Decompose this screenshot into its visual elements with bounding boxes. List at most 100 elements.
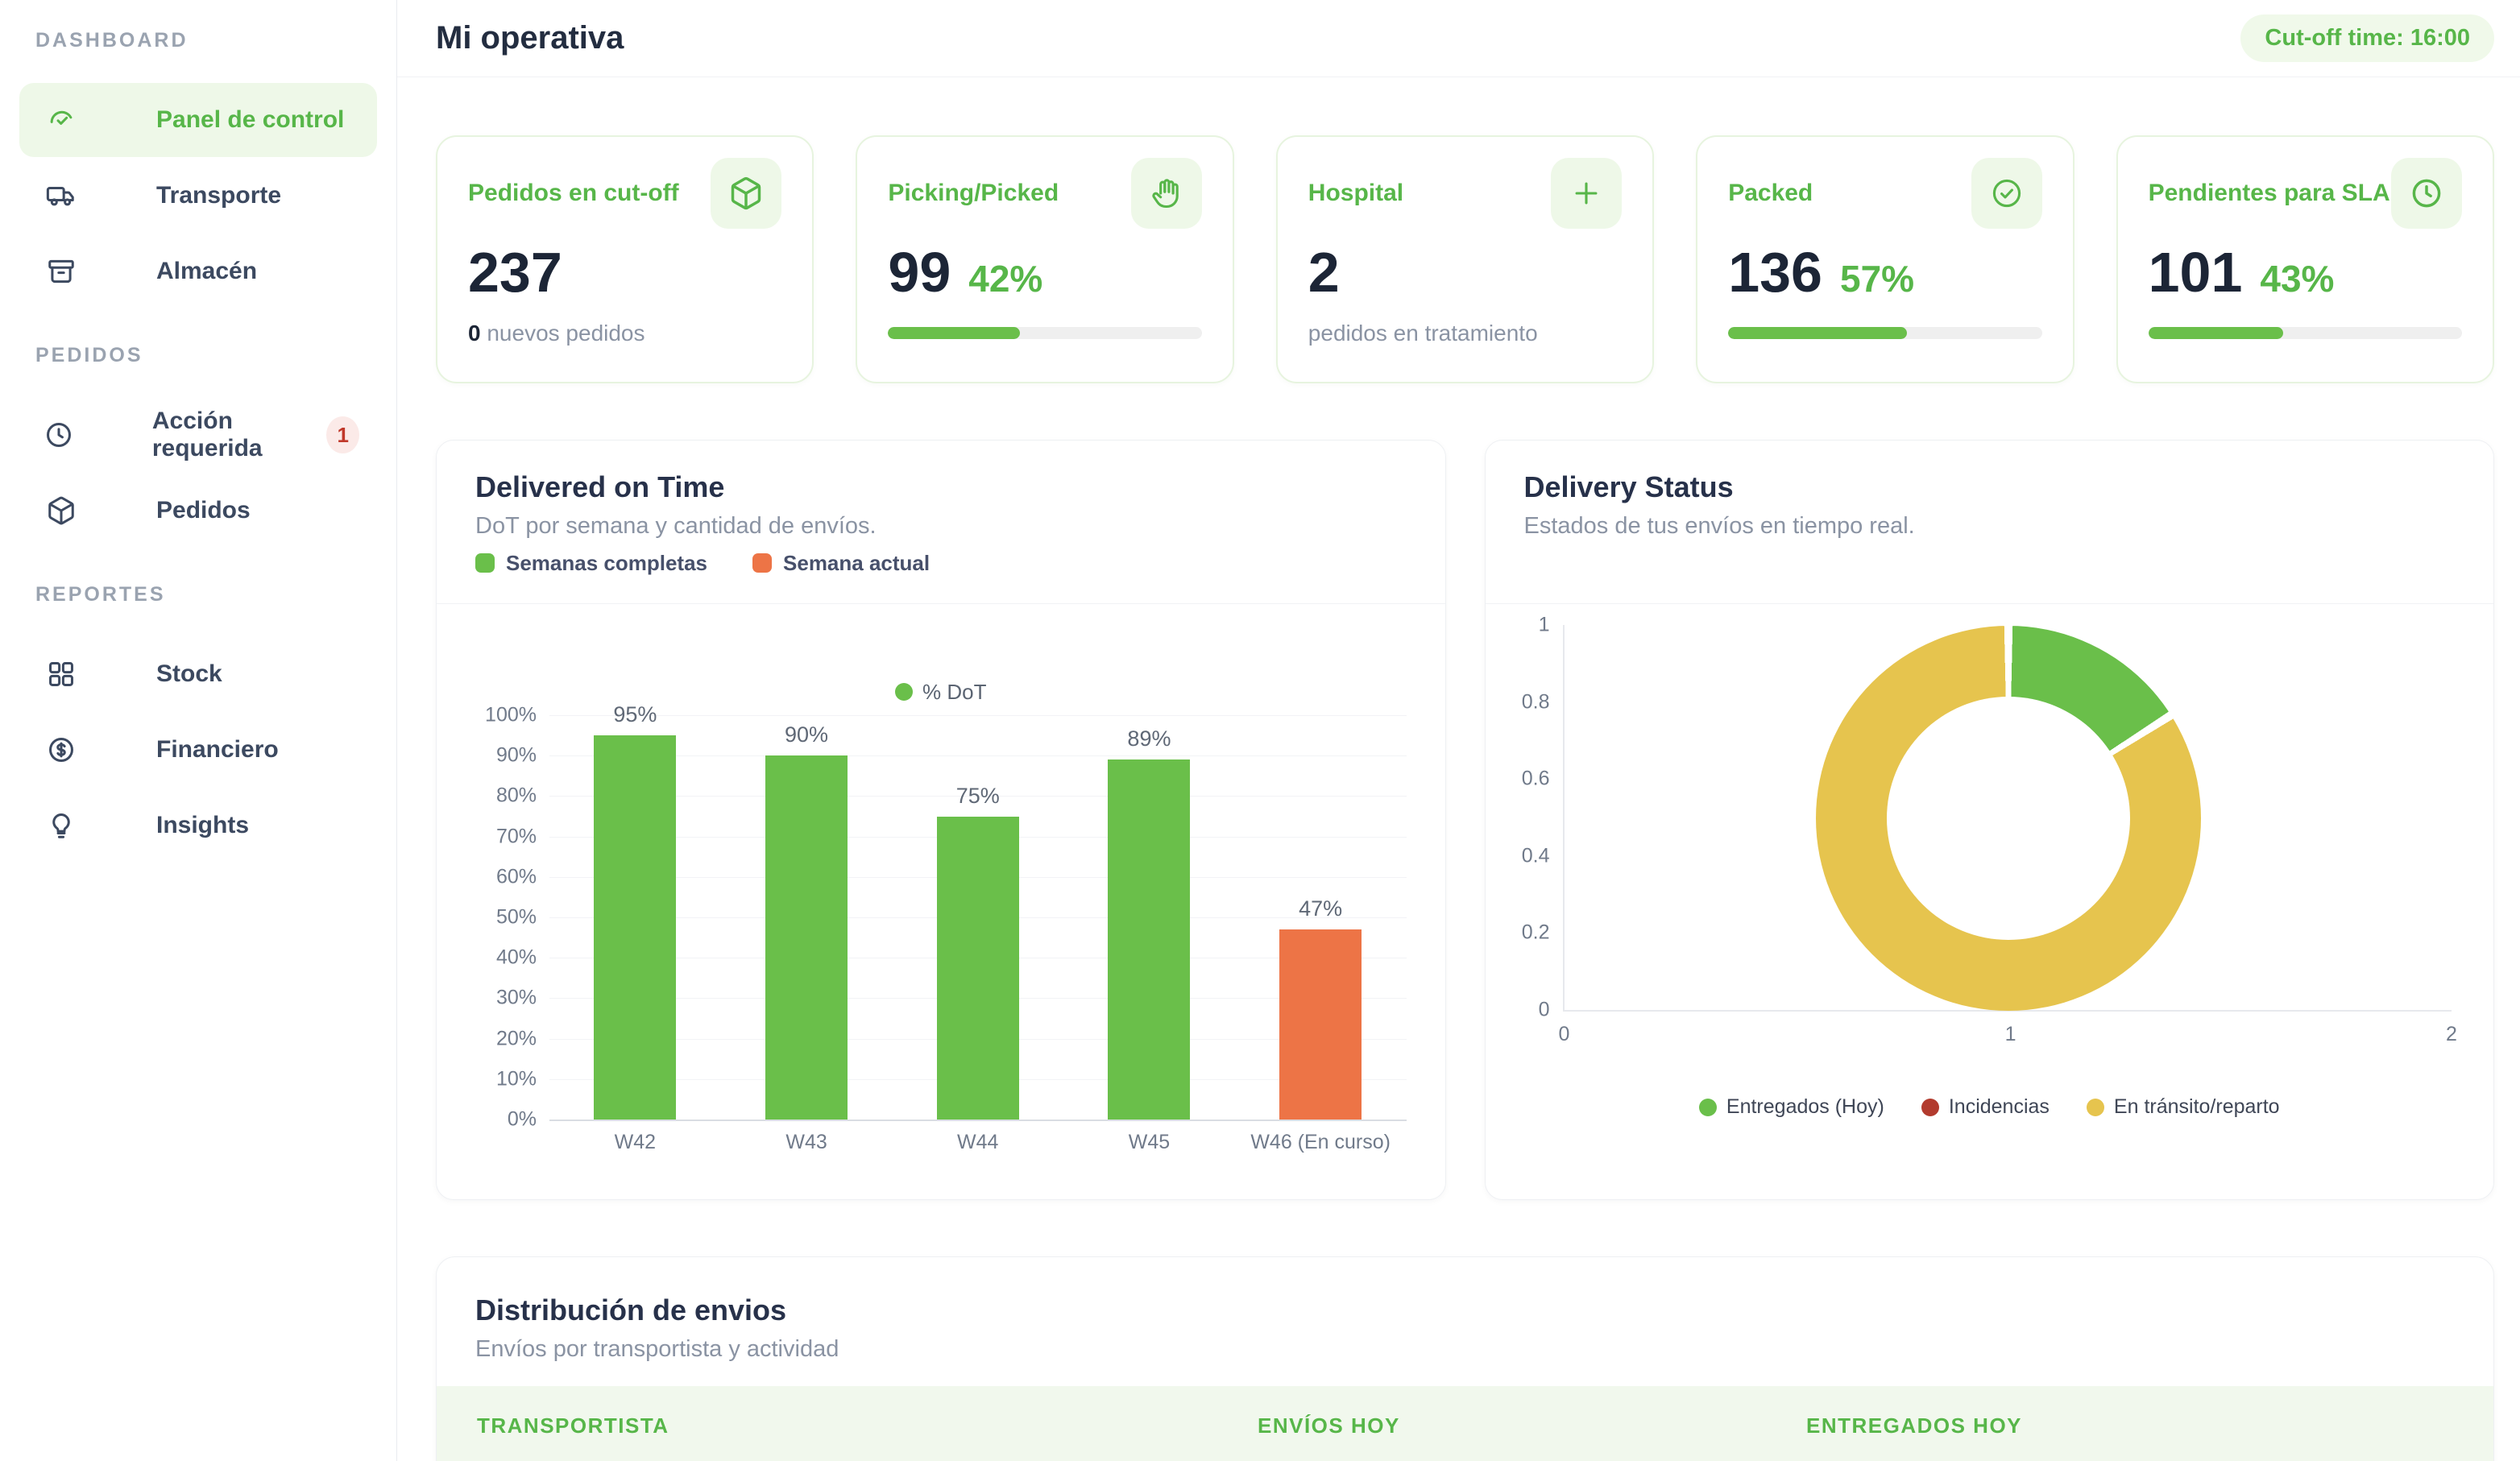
donut-legend: Entregados (Hoy) Incidencias En tránsito… bbox=[1524, 1095, 2456, 1119]
y-axis-tick-label: 100% bbox=[485, 703, 537, 726]
sidebar-item-panel-de-control[interactable]: Panel de control bbox=[19, 83, 377, 157]
table-column-header: ENVÍOS HOY bbox=[1258, 1413, 1400, 1438]
x-axis-tick-label: W44 bbox=[957, 1131, 999, 1153]
sidebar-item-label: Insights bbox=[156, 812, 250, 838]
sidebar-item-label: Acción requerida bbox=[151, 408, 263, 461]
sidebar-section: DASHBOARD Panel de control Transporte Almac… bbox=[0, 29, 396, 308]
sidebar-item-acci-n-requerida[interactable]: Acción requerida 1 bbox=[19, 398, 377, 472]
kpi-card-hospital: Hospital 2 pedidos en tratamiento bbox=[1275, 135, 1655, 383]
sidebar-section: REPORTES Stock Financiero Insights bbox=[0, 583, 396, 863]
legend-item: Entregados (Hoy) bbox=[1698, 1095, 1884, 1119]
kpi-card-header: Pedidos en cut-off bbox=[468, 158, 782, 229]
sidebar-section-label: REPORTES bbox=[35, 583, 166, 606]
bar-value-label: 75% bbox=[955, 783, 1000, 808]
bar-w43: 90% bbox=[765, 722, 848, 1120]
sidebar-item-almac-n[interactable]: Almacén bbox=[19, 234, 377, 308]
bar-w46-en-curso-: 47% bbox=[1279, 896, 1362, 1120]
kpi-card-picking-picked: Picking/Picked 99 42% bbox=[856, 135, 1234, 383]
legend-color-chip bbox=[1698, 1098, 1717, 1116]
bar-value-label: 90% bbox=[785, 722, 829, 747]
bar-slot: 89% bbox=[1063, 715, 1235, 1120]
legend-label: Semanas completas bbox=[506, 550, 708, 575]
bar-chart: 0% 10% 20% 30% 40% 50% 60% 70% 80% 90% 100% 95% 90… bbox=[475, 702, 1407, 1131]
bar-slot: 95% bbox=[549, 702, 721, 1120]
table-column-header: TRANSPORTISTA bbox=[477, 1413, 669, 1438]
x-axis-tick-label: W42 bbox=[614, 1131, 657, 1153]
y-axis-tick-label: 80% bbox=[495, 784, 537, 807]
charts-row: Delivered on Time DoT por semana y canti… bbox=[436, 440, 2494, 1200]
sidebar-item-label: Transporte bbox=[156, 182, 282, 209]
kpi-row: Pedidos en cut-off 237 0 nuevos pedidos P… bbox=[436, 135, 2494, 383]
sidebar-item-stock[interactable]: Stock bbox=[19, 637, 377, 711]
kpi-subtext-label: nuevos pedidos bbox=[480, 321, 645, 346]
donut-x-tick-label: 2 bbox=[2446, 1023, 2457, 1045]
package-icon bbox=[711, 158, 782, 229]
chart-subtitle: DoT por semana y cantidad de envíos. bbox=[475, 513, 877, 539]
sidebar: DASHBOARD Panel de control Transporte Almac… bbox=[0, 0, 397, 1461]
sidebar-item-transporte[interactable]: Transporte bbox=[19, 159, 377, 233]
sidebar-section-label: DASHBOARD bbox=[35, 29, 189, 52]
donut-y-tick-label: 1 bbox=[1538, 613, 1550, 636]
kpi-title: Picking/Picked bbox=[888, 180, 1059, 206]
y-axis-tick-label: 60% bbox=[495, 865, 537, 888]
bar-chart-y-axis: 0% 10% 20% 30% 40% 50% 60% 70% 80% 90% 100% bbox=[475, 704, 537, 1131]
distribution-table-header: TRANSPORTISTA ENVÍOS HOY ENTREGADOS HOY bbox=[437, 1386, 2493, 1461]
bar-value-label: 95% bbox=[613, 702, 657, 727]
sidebar-section-label: PEDIDOS bbox=[35, 344, 143, 366]
kpi-value: 136 bbox=[1728, 241, 1822, 304]
package-icon bbox=[44, 493, 79, 528]
dot-series-marker-icon bbox=[895, 683, 914, 701]
hand-icon bbox=[1130, 158, 1202, 229]
bar-chart-plot: 95% 90% 75% 89% 47% bbox=[549, 702, 1407, 1121]
kpi-card-pendientes-para-sla: Pendientes para SLA 101 43% bbox=[2116, 135, 2494, 383]
distribution-card: Distribución de envios Envíos por transp… bbox=[436, 1256, 2494, 1461]
donut-plot-area: 1 0.8 0.6 0.4 0.2 0 0 1 2 bbox=[1522, 614, 2457, 1046]
page-title: Mi operativa bbox=[436, 20, 624, 56]
y-axis-tick-label: 50% bbox=[495, 905, 537, 929]
kpi-subtext-label: pedidos en tratamiento bbox=[1308, 321, 1538, 346]
y-axis-tick-label: 20% bbox=[495, 1027, 537, 1050]
kpi-progress-track bbox=[1728, 327, 2042, 339]
x-axis-tick-label: W46 (En curso) bbox=[1250, 1131, 1391, 1153]
delivered-on-time-card: Delivered on Time DoT por semana y canti… bbox=[436, 440, 1446, 1200]
x-axis-tick-label: W45 bbox=[1128, 1131, 1171, 1153]
bar-chart-x-axis: W42 W43 W44 W45 W46 (En curso) bbox=[549, 1131, 1407, 1154]
donut-y-tick-label: 0.4 bbox=[1521, 844, 1550, 867]
donut-y-tick-label: 0 bbox=[1538, 998, 1550, 1021]
kpi-value-row: 136 57% bbox=[1728, 242, 2041, 303]
kpi-subtext: 0 nuevos pedidos bbox=[468, 321, 781, 346]
y-axis-tick-label: 0% bbox=[507, 1107, 537, 1131]
x-axis-tick-label: W43 bbox=[785, 1131, 827, 1153]
kpi-progress-fill bbox=[1728, 327, 1908, 339]
gridline bbox=[549, 1120, 1407, 1121]
kpi-percent: 57% bbox=[1839, 258, 1915, 300]
gauge-icon bbox=[44, 102, 79, 138]
kpi-value: 237 bbox=[468, 241, 562, 304]
sidebar-item-label: Financiero bbox=[156, 736, 279, 763]
legend-item: Semana actual bbox=[752, 551, 930, 576]
legend-color-chip bbox=[2086, 1098, 2104, 1116]
distribution-title: Distribución de envios bbox=[475, 1293, 787, 1326]
distribution-subtitle: Envíos por transportista y actividad bbox=[475, 1336, 839, 1362]
y-axis-tick-label: 30% bbox=[495, 986, 537, 1009]
legend-label: Entregados (Hoy) bbox=[1726, 1095, 1884, 1118]
kpi-title: Packed bbox=[1728, 180, 1813, 206]
check-circle-icon bbox=[1971, 158, 2042, 229]
main-content: Mi operativa Cut-off time: 16:00 Pedidos… bbox=[397, 0, 2520, 1461]
donut-y-tick-label: 0.2 bbox=[1521, 921, 1550, 944]
kpi-title: Pendientes para SLA bbox=[2148, 180, 2390, 206]
legend-item: Semanas completas bbox=[475, 551, 707, 576]
kpi-subtext: pedidos en tratamiento bbox=[1308, 321, 1622, 346]
legend-item: Incidencias bbox=[1921, 1095, 2050, 1119]
delivery-status-donut bbox=[1815, 626, 2201, 1011]
sidebar-item-financiero[interactable]: Financiero bbox=[19, 713, 377, 787]
sidebar-item-pedidos[interactable]: Pedidos bbox=[19, 474, 377, 548]
sidebar-item-insights[interactable]: Insights bbox=[19, 788, 377, 863]
kpi-value: 101 bbox=[2148, 241, 2243, 304]
bar-chart-header-legend: Semanas completas Semana actual bbox=[475, 551, 1407, 576]
kpi-percent: 42% bbox=[968, 258, 1043, 300]
divider bbox=[1485, 603, 2493, 604]
y-axis-tick-label: 10% bbox=[495, 1067, 537, 1091]
sidebar-item-label: Panel de control bbox=[156, 106, 345, 133]
